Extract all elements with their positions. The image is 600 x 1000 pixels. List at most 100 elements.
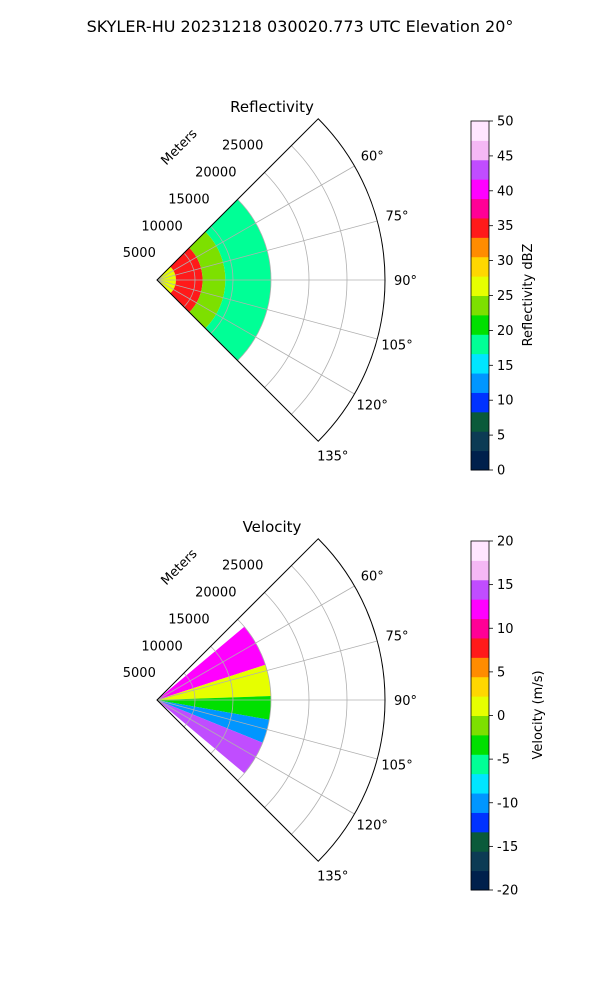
velocity-range-ticks: 5000 10000 15000 20000 25000 xyxy=(123,559,264,681)
velocity-colorbar-tick-7: 15 xyxy=(497,578,514,593)
reflectivity-colorbar-tick-7: 35 xyxy=(497,219,514,234)
reflectivity-colorbar-step-9 xyxy=(471,276,489,296)
velocity-colorbar-step-13 xyxy=(471,618,489,639)
velocity-range-tick-3: 20000 xyxy=(195,586,236,601)
reflectivity-frame xyxy=(156,118,386,442)
reflectivity-title: Reflectivity xyxy=(230,98,314,116)
velocity-colorbar-tick-0: -20 xyxy=(497,884,518,899)
reflectivity-colorbar-step-3 xyxy=(471,392,489,413)
reflectivity-colorbar-tick-4: 20 xyxy=(497,324,514,339)
velocity-field xyxy=(157,626,271,774)
velocity-colorbar-tick-6: 10 xyxy=(497,622,514,637)
velocity-colorbar-step-3 xyxy=(471,812,489,833)
reflectivity-range-ticks: 5000 10000 15000 20000 25000 xyxy=(123,139,264,261)
reflectivity-range-tick-1: 10000 xyxy=(141,219,182,234)
velocity-frame xyxy=(156,538,386,862)
velocity-azimuth-tick-2: 90° xyxy=(394,694,417,709)
reflectivity-colorbar-tick-5: 25 xyxy=(497,289,514,304)
velocity-colorbar-tick-8: 20 xyxy=(497,535,514,550)
velocity-colorbar-step-5 xyxy=(471,773,489,794)
reflectivity-colorbar-step-5 xyxy=(471,353,489,374)
velocity-grid xyxy=(156,565,385,862)
reflectivity-colorbar-step-13 xyxy=(471,198,489,219)
velocity-colorbar-step-12 xyxy=(471,637,489,658)
velocity-colorbar-step-2 xyxy=(471,831,489,852)
velocity-echo-sector-2 xyxy=(157,696,271,720)
reflectivity-range-tick-3: 20000 xyxy=(195,166,236,181)
reflectivity-colorbar-step-11 xyxy=(471,237,489,258)
velocity-colorbar-tick-3: -5 xyxy=(497,753,510,768)
velocity-colorbar-step-9 xyxy=(471,696,489,716)
reflectivity-sector-outline xyxy=(156,118,386,442)
velocity-echo-sector-4 xyxy=(157,700,263,774)
reflectivity-colorbar-step-17 xyxy=(471,121,489,141)
reflectivity-colorbar-tick-9: 45 xyxy=(497,149,514,164)
velocity-colorbar-label: Velocity (m/s) xyxy=(531,670,546,759)
reflectivity-colorbar-step-7 xyxy=(471,314,489,335)
velocity-echo-sector-3 xyxy=(157,700,270,743)
velocity-range-tick-2: 15000 xyxy=(168,612,209,627)
velocity-range-tick-0: 5000 xyxy=(123,666,156,681)
reflectivity-azimuth-tick-4: 120° xyxy=(357,398,388,413)
reflectivity-colorbar-step-2 xyxy=(471,411,489,432)
reflectivity-azimuth-tick-0: 60° xyxy=(361,150,384,165)
velocity-colorbar-step-15 xyxy=(471,579,489,600)
velocity-sector-outline xyxy=(156,538,386,862)
velocity-colorbar-step-10 xyxy=(471,676,489,697)
reflectivity-range-tick-4: 25000 xyxy=(222,139,263,154)
velocity-azimuth-ticks: 60° 75° 90° 105° 120° 135° xyxy=(317,570,417,885)
reflectivity-range-tick-2: 15000 xyxy=(168,192,209,207)
velocity-echo-sector-1 xyxy=(157,664,271,700)
velocity-colorbar-tick-2: -10 xyxy=(497,796,518,811)
reflectivity-colorbar: 0 5 10 15 20 25 30 35 40 45 50 xyxy=(470,115,514,479)
reflectivity-azimuth-tick-1: 75° xyxy=(386,210,409,225)
reflectivity-colorbar-tick-6: 30 xyxy=(497,254,514,269)
reflectivity-colorbar-step-12 xyxy=(471,217,489,238)
figure-title: SKYLER-HU 20231218 030020.773 UTC Elevat… xyxy=(87,17,514,36)
reflectivity-azimuth-tick-5: 135° xyxy=(317,450,348,465)
velocity-title: Velocity xyxy=(243,518,302,536)
reflectivity-panel: Reflectivity 5000 10000 15000 20000 25000 60… xyxy=(123,98,536,479)
velocity-echo-sector-0 xyxy=(157,626,266,700)
reflectivity-colorbar-step-6 xyxy=(471,334,489,355)
reflectivity-azimuth-tick-2: 90° xyxy=(394,274,417,289)
reflectivity-colorbar-tick-8: 40 xyxy=(497,184,514,199)
velocity-colorbar-step-8 xyxy=(471,715,489,736)
velocity-colorbar-step-4 xyxy=(471,793,489,813)
reflectivity-colorbar-step-8 xyxy=(471,295,489,316)
reflectivity-colorbar-tick-0: 0 xyxy=(497,464,505,479)
velocity-colorbar: -20 -15 -10 -5 0 5 10 15 20 xyxy=(470,535,518,899)
reflectivity-colorbar-step-1 xyxy=(471,431,489,452)
reflectivity-range-tick-0: 5000 xyxy=(123,246,156,261)
reflectivity-colorbar-step-14 xyxy=(471,179,489,200)
velocity-colorbar-step-1 xyxy=(471,851,489,872)
reflectivity-azimuth-ticks: 60° 75° 90° 105° 120° 135° xyxy=(317,150,417,465)
reflectivity-colorbar-step-16 xyxy=(471,140,489,161)
velocity-azimuth-line-4 xyxy=(156,699,355,815)
velocity-colorbar-step-17 xyxy=(471,541,489,561)
reflectivity-colorbar-step-10 xyxy=(471,256,489,277)
velocity-range-tick-4: 25000 xyxy=(222,559,263,574)
velocity-azimuth-tick-3: 105° xyxy=(381,758,412,773)
velocity-colorbar-tick-1: -15 xyxy=(497,840,518,855)
reflectivity-azimuth-line-4 xyxy=(156,279,355,395)
reflectivity-colorbar-step-15 xyxy=(471,159,489,180)
reflectivity-azimuth-line-1 xyxy=(156,220,378,281)
velocity-colorbar-step-0 xyxy=(471,870,489,891)
velocity-colorbar-tick-4: 0 xyxy=(497,709,505,724)
velocity-azimuth-tick-0: 60° xyxy=(361,570,384,585)
velocity-colorbar-step-7 xyxy=(471,734,489,755)
velocity-colorbar-step-6 xyxy=(471,754,489,775)
velocity-azimuth-tick-4: 120° xyxy=(357,818,388,833)
velocity-panel: Velocity 5000 10000 15000 20000 25000 60° 75°… xyxy=(123,518,546,899)
velocity-azimuth-line-0 xyxy=(156,585,355,701)
velocity-azimuth-tick-1: 75° xyxy=(386,630,409,645)
reflectivity-radial-axis-label: Meters xyxy=(159,126,201,168)
reflectivity-colorbar-step-0 xyxy=(471,450,489,471)
velocity-colorbar-step-11 xyxy=(471,657,489,678)
reflectivity-azimuth-line-0 xyxy=(156,165,355,281)
velocity-colorbar-tick-5: 5 xyxy=(497,665,505,680)
velocity-range-tick-1: 10000 xyxy=(141,639,182,654)
reflectivity-colorbar-step-4 xyxy=(471,373,489,393)
